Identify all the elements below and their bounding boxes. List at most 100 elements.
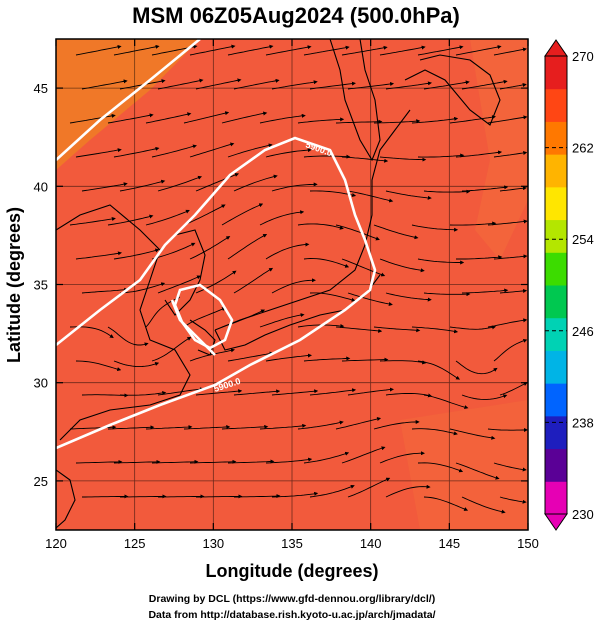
streamline: [499, 496, 527, 504]
streamline: [259, 210, 305, 226]
streamline: [189, 459, 237, 464]
streamline: [195, 270, 237, 294]
colorbar-tick-label: 230: [572, 507, 594, 522]
streamline: [120, 494, 167, 499]
streamline: [347, 190, 394, 203]
streamline: [417, 360, 460, 380]
streamline: [233, 78, 280, 90]
streamline: [461, 496, 506, 514]
streamline: [297, 117, 345, 124]
streamline: [75, 459, 123, 464]
y-tick-label: 40: [34, 179, 48, 194]
streamline: [221, 111, 268, 124]
streamline: [487, 318, 528, 328]
colorbar-segment: [545, 350, 567, 384]
streamline: [423, 496, 469, 511]
streamline: [449, 115, 497, 124]
y-tick-label: 35: [34, 278, 48, 293]
streamline: [455, 45, 502, 56]
streamline: [309, 292, 356, 302]
streamline: [379, 451, 426, 464]
streamline: [499, 382, 528, 396]
colorbar-segment: [545, 121, 567, 155]
streamline: [82, 494, 129, 499]
streamline: [69, 216, 116, 226]
streamline: [271, 491, 319, 498]
streamline: [423, 394, 469, 410]
streamline: [81, 182, 128, 192]
colorbar-ticks: 270 262 254 246 238 230: [545, 49, 594, 522]
streamline: [493, 150, 528, 158]
streamline: [461, 79, 508, 90]
colorbar-top-arrow: [544, 39, 568, 57]
colorbar-segment: [545, 186, 567, 221]
streamline: [234, 494, 281, 499]
streamline: [297, 223, 344, 230]
streamline: [75, 360, 122, 372]
streamline: [461, 394, 508, 400]
streamline: [189, 236, 231, 260]
y-tick-label: 45: [34, 81, 48, 96]
streamline: [75, 148, 122, 158]
streamline: [499, 288, 528, 294]
plot-area: 5900.0 5900.0: [56, 39, 528, 530]
streamline: [119, 179, 166, 192]
streamline: [297, 420, 344, 430]
y-axis: 25 30 35 40 45: [34, 81, 528, 489]
streamline: [227, 143, 273, 158]
colorbar-segment: [545, 415, 567, 450]
streamline: [157, 387, 205, 396]
streamline: [145, 425, 193, 430]
streamline: [303, 154, 351, 159]
colorbar-tick-label: 254: [572, 232, 594, 247]
streamline: [113, 459, 161, 464]
streamline: [145, 112, 192, 124]
x-tick-label: 125: [124, 536, 146, 551]
streamline: [455, 150, 503, 158]
streamline: [227, 459, 275, 464]
colorbar-tick-label: 270: [572, 49, 594, 64]
streamline: [113, 146, 160, 158]
streamline: [227, 351, 274, 362]
contour-5900: [56, 39, 377, 450]
streamline: [423, 80, 470, 90]
streamline: [81, 393, 129, 398]
streamline: [373, 326, 421, 333]
x-axis-label: Longitude (degrees): [205, 561, 378, 581]
streamline: [347, 81, 395, 90]
streamline: [113, 360, 160, 368]
streamline: [81, 287, 129, 294]
streamline: [151, 242, 196, 260]
streamline: [309, 388, 357, 396]
streamline: [157, 78, 204, 90]
colorbar-segment: [545, 252, 567, 286]
streamline: [335, 224, 380, 241]
streamline: [341, 156, 389, 163]
y-axis-label: Latitude (degrees): [4, 207, 24, 363]
streamline: [461, 185, 509, 192]
streamline: [303, 258, 350, 268]
streamline: [341, 357, 389, 362]
colorbar-tick-label: 238: [572, 415, 594, 430]
contour-line-main: [56, 136, 377, 450]
streamline: [233, 174, 278, 192]
colorbar-bottom-arrow: [544, 513, 568, 531]
streamline: [487, 427, 528, 432]
streamline: [411, 428, 458, 436]
colorbar-segment: [545, 88, 567, 122]
streamline: [417, 45, 464, 56]
streamline: [265, 148, 312, 158]
streamline: [107, 113, 154, 124]
streamline: [379, 156, 427, 162]
streamline: [379, 360, 427, 365]
streamline: [233, 389, 281, 396]
streamline: [385, 81, 433, 90]
streamline: [259, 313, 305, 328]
streamline: [385, 292, 432, 302]
colorbar-segment: [545, 383, 567, 417]
streamline: [151, 336, 192, 362]
streamline: [449, 325, 497, 330]
streamline: [379, 258, 425, 273]
streamline: [75, 44, 122, 56]
